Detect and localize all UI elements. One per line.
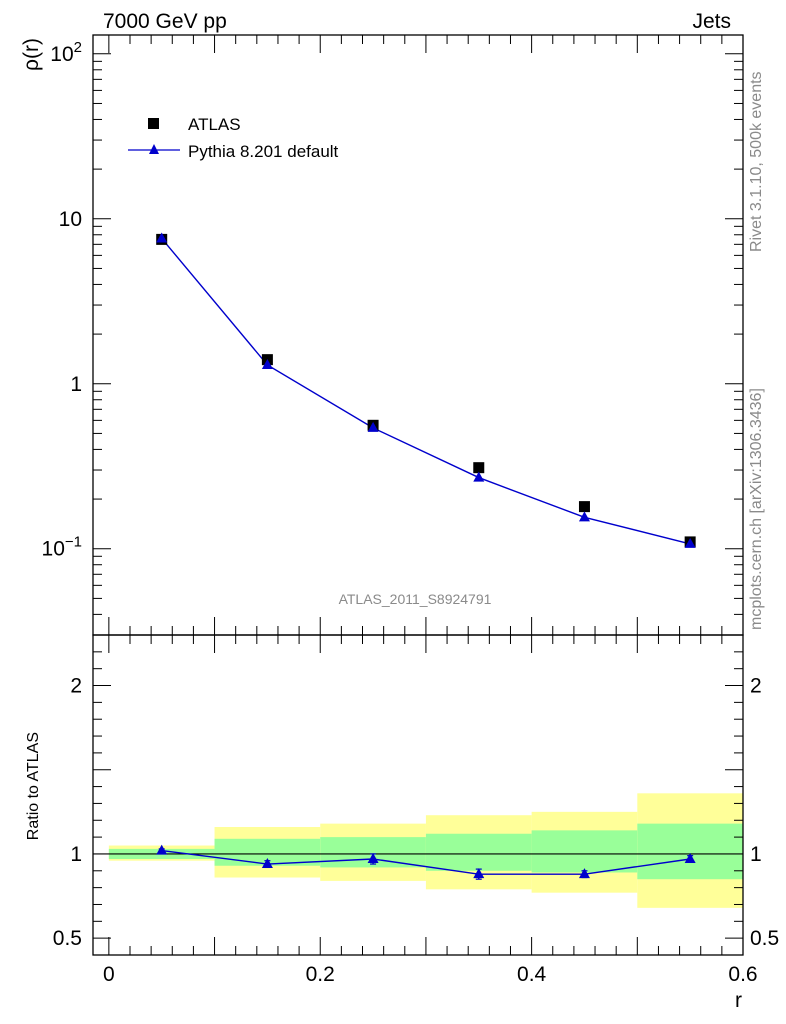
ratio-pythia-point — [261, 858, 273, 869]
pythia-point — [261, 358, 273, 369]
series-layer — [156, 232, 696, 880]
ratio-band-inner-5 — [637, 823, 743, 880]
main-y-tick-label-0: 102 — [50, 39, 82, 66]
ratio-band-inner-4 — [531, 830, 638, 873]
ratio-y-tick-label-right-0: 0.5 — [750, 927, 779, 950]
pythia-point — [473, 471, 485, 482]
ratio-plot-frame — [92, 634, 744, 956]
x-axis-title: r — [735, 989, 742, 1012]
pythia-point — [684, 537, 696, 548]
pythia-point — [156, 232, 168, 243]
axis-ticks — [93, 35, 744, 956]
ratio-y-axis-title: Ratio to ATLAS — [25, 732, 42, 840]
legend-atlas-marker — [148, 118, 159, 129]
main-y-tick-label-3: 10−1 — [42, 534, 82, 561]
ratio-pythia-line — [161, 849, 691, 875]
ratio-y-tick-label-left-1: 1 — [70, 843, 82, 866]
ratio-pythia-point — [473, 868, 485, 879]
atlas-data-point — [473, 462, 485, 474]
pythia-line — [161, 237, 691, 545]
main-y-axis-title: ρ(r) — [20, 38, 43, 71]
legend-pythia-marker — [149, 144, 159, 154]
mcplots-source-label: mcplots.cern.ch [arXiv:1306.3436] — [748, 388, 765, 630]
ratio-plot-layer — [93, 793, 743, 908]
rivet-version-label: Rivet 3.1.10, 500k events — [748, 71, 765, 252]
x-tick-label-1: 0.2 — [306, 963, 335, 986]
ratio-pythia-point — [578, 868, 590, 879]
x-tick-label-3: 0.6 — [728, 963, 757, 986]
pythia-point — [578, 511, 590, 522]
main-y-tick-label-1: 10 — [59, 208, 82, 231]
header-process-label: 7000 GeV pp — [103, 10, 227, 33]
x-tick-label-2: 0.4 — [517, 963, 547, 986]
ratio-y-tick-label-right-2: 2 — [750, 675, 762, 698]
main-y-tick-label-2: 1 — [70, 373, 82, 396]
header-category-label: Jets — [692, 10, 731, 33]
ratio-pythia-point — [156, 844, 168, 855]
analysis-watermark: ATLAS_2011_S8924791 — [339, 591, 492, 607]
pythia-point — [367, 421, 379, 432]
ratio-y-tick-label-left-2: 2 — [70, 675, 82, 698]
legend-atlas-label: ATLAS — [188, 115, 241, 134]
legend: ATLAS Pythia 8.201 default — [128, 115, 339, 161]
ratio-band-inner-3 — [425, 833, 532, 871]
ratio-pythia-point — [684, 853, 696, 863]
tick-labels: 0 0.2 0.4 0.6 102 10 1 10−1 0.5 0.5 1 1 2 2 — [42, 39, 780, 986]
x-tick-label-0: 0 — [103, 963, 115, 986]
ratio-y-tick-label-right-1: 1 — [750, 843, 762, 866]
ratio-y-tick-label-left-0: 0.5 — [53, 927, 82, 950]
ratio-pythia-point — [367, 853, 379, 863]
legend-pythia-label: Pythia 8.201 default — [188, 142, 339, 161]
atlas-data-point — [578, 501, 590, 513]
